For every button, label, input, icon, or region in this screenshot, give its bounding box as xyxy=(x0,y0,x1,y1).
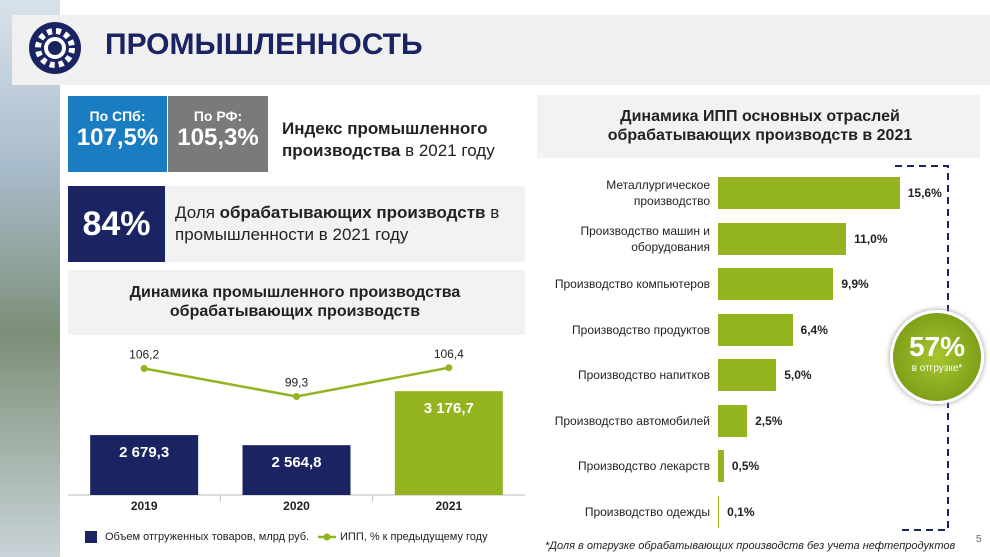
bar xyxy=(90,435,199,495)
data-label: 0,5% xyxy=(731,459,760,473)
panel xyxy=(68,270,525,335)
kpi-spb: По СПб: 107,5% xyxy=(68,96,167,172)
bar-row: Производство автомобилей 2,5% xyxy=(530,401,782,441)
chart: 2019 2020 2021 2 679,3 2 564,8 3 176,7 Объем о… xyxy=(68,347,525,543)
bar xyxy=(718,404,748,437)
legend-marker xyxy=(85,531,97,543)
badge-value: 57% xyxy=(908,331,966,362)
kpi-share: 84% xyxy=(68,186,165,262)
data-label: 99,3 xyxy=(285,376,309,390)
panel xyxy=(165,186,525,262)
x-tick-label: 2020 xyxy=(283,499,310,513)
category-label: Производство продуктов xyxy=(572,322,710,337)
kpi-value: 107,5% xyxy=(76,124,159,151)
category-label: Производство напитков xyxy=(577,368,710,382)
bar xyxy=(242,445,351,495)
index-text: Индекс промышленного производства в 2021… xyxy=(282,118,522,162)
badge-label: в отгрузке* xyxy=(911,363,963,374)
bar xyxy=(394,391,503,495)
data-label: 11,0% xyxy=(854,231,888,246)
header-band xyxy=(12,15,990,85)
legend-label: Объем отгруженных товаров, млрд руб. xyxy=(105,531,309,543)
text: в 2021 году xyxy=(405,141,495,160)
text: Доля xyxy=(175,203,215,222)
data-label: 5,0% xyxy=(784,368,812,382)
bar-row: Производство напитков 5,0% xyxy=(530,355,812,395)
bar xyxy=(718,359,777,391)
footnote: *Доля в отгрузке обрабатывающих производ… xyxy=(545,540,956,552)
data-label: 2,5% xyxy=(755,413,783,428)
kpi-label: По РФ: xyxy=(193,108,243,124)
text: Индекс промышленного производства xyxy=(282,119,488,160)
category-label: Производство одежды xyxy=(584,504,710,519)
data-label: 3 176,7 xyxy=(424,400,474,417)
bar-row: Производство продуктов 6,4% xyxy=(530,310,828,350)
bar xyxy=(718,450,724,482)
text: обрабатывающих производств xyxy=(219,203,486,222)
point xyxy=(140,365,148,373)
category-label: Металлургическое производство xyxy=(606,178,710,208)
data-label: 0,1% xyxy=(727,504,755,519)
page-number: 5 xyxy=(976,534,982,545)
category-label: Производство машин и оборудования xyxy=(580,223,711,254)
category-label: Производство лекарств xyxy=(578,459,710,473)
x-tick-label: 2021 xyxy=(435,499,462,513)
point xyxy=(293,392,300,400)
data-label: 6,4% xyxy=(800,322,828,337)
point xyxy=(445,364,453,372)
chart-title: Динамика промышленного производства обра… xyxy=(129,284,461,320)
legend-marker xyxy=(323,533,331,541)
bar-row: Производство компьютеров 9,9% xyxy=(530,264,869,304)
bar xyxy=(718,222,847,255)
bar-row: Производство машин и оборудования 11,0% xyxy=(530,219,888,259)
bar xyxy=(718,268,834,300)
page-title: ПРОМЫШЛЕННОСТЬ xyxy=(105,28,423,61)
bar-row: Металлургическое производство 15,6% xyxy=(530,173,942,213)
badge: 57% в отгрузке* xyxy=(890,310,984,404)
kpi-rf: По РФ: 105,3% xyxy=(168,96,268,172)
share-text: Доля обрабатывающих производств в промыш… xyxy=(175,202,520,246)
x-tick-label: 2019 xyxy=(131,499,158,513)
bar xyxy=(718,313,793,346)
legend-label: ИПП, % к предыдущему году xyxy=(340,531,488,543)
panel xyxy=(537,95,980,158)
bar xyxy=(718,495,720,528)
chart-title: Динамика ИПП основных отраслей обрабатыв… xyxy=(607,108,913,144)
data-label: 2 564,8 xyxy=(271,454,321,471)
data-label: 9,9% xyxy=(841,277,869,291)
data-label: 106,4 xyxy=(434,347,464,361)
kpi-value: 105,3% xyxy=(177,124,259,151)
bar-row: Производство одежды 0,1% xyxy=(530,492,755,532)
bar xyxy=(718,177,900,209)
category-label: Производство автомобилей xyxy=(554,413,710,428)
kpi-label: По СПб: xyxy=(89,108,146,124)
data-label: 106,2 xyxy=(129,348,159,362)
data-label: 2 679,3 xyxy=(119,444,169,461)
bar-row: Производство лекарств 0,5% xyxy=(530,446,759,486)
gear-icon xyxy=(29,22,81,74)
text: в промышленности в 2021 году xyxy=(175,203,500,244)
category-label: Производство компьютеров xyxy=(554,277,710,291)
data-label: 15,6% xyxy=(907,186,942,200)
photo-strip xyxy=(0,0,60,557)
